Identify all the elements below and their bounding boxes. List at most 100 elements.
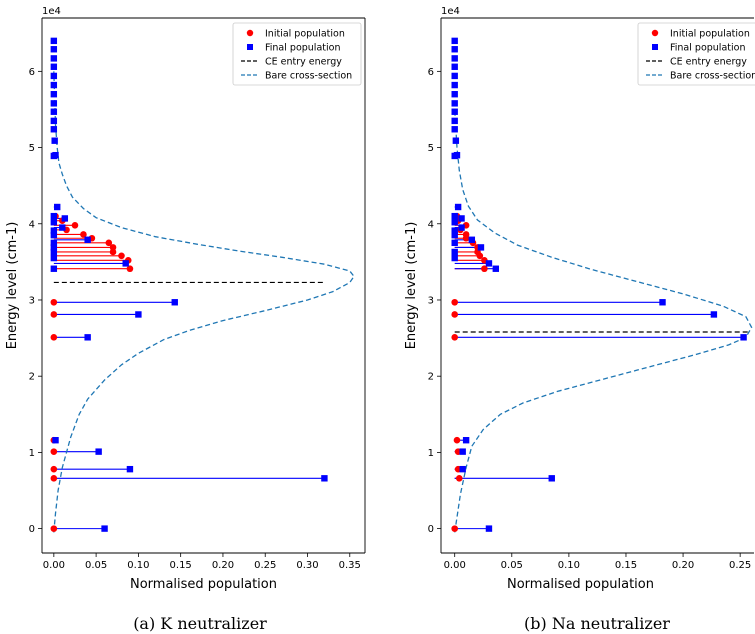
initial-point-5 (451, 334, 459, 341)
x-tick-label-3: 0.15 (615, 560, 637, 571)
x-tick-label-2: 0.10 (127, 560, 149, 571)
y-tick-label-1: 1 (29, 448, 35, 459)
y-tick-label-5: 5 (428, 143, 434, 154)
final-point-28 (50, 100, 58, 107)
legend-label-3: Bare cross-section (265, 71, 352, 82)
initial-point-8 (481, 265, 488, 273)
final-point-31 (451, 72, 458, 80)
y-axis-label: Energy level (cm-1) (5, 222, 20, 350)
legend-label-2: CE entry energy (670, 57, 747, 68)
initial-point-6 (50, 311, 58, 318)
final-point-2 (126, 465, 134, 473)
final-point-35 (50, 37, 58, 45)
final-point-2 (459, 465, 466, 473)
final-point-3 (95, 448, 102, 455)
final-point-24 (452, 137, 460, 144)
final-point-28 (451, 100, 458, 107)
final-point-21 (454, 203, 462, 211)
final-point-20 (50, 212, 58, 220)
initial-point-0 (50, 525, 58, 532)
x-tick-label-4: 0.20 (672, 560, 694, 571)
legend-label-1: Final population (670, 43, 745, 54)
final-point-27 (451, 108, 458, 115)
x-tick-label-1: 0.05 (85, 560, 107, 571)
x-tick-label-5: 0.25 (729, 560, 751, 571)
initial-point-13 (105, 239, 113, 247)
y-tick-label-4: 4 (29, 219, 35, 230)
initial-point-5 (50, 334, 58, 341)
final-point-33 (50, 55, 58, 62)
initial-point-10 (118, 252, 125, 260)
initial-point-1 (455, 475, 463, 482)
legend-marker-initial (246, 29, 254, 37)
final-point-35 (451, 37, 458, 45)
x-axis-label: Normalised population (507, 577, 654, 592)
y-axis-label: Energy level (cm-1) (404, 222, 419, 350)
y-offset-label: 1e4 (42, 6, 61, 17)
final-point-17 (59, 224, 66, 231)
final-point-19 (61, 215, 69, 222)
bare-cross-section-line (454, 109, 753, 533)
y-tick-label-3: 3 (29, 295, 35, 306)
initial-point-0 (451, 525, 459, 532)
initial-point-6 (451, 311, 459, 318)
final-point-9 (485, 260, 493, 267)
final-point-4 (462, 437, 470, 444)
final-point-0 (101, 525, 108, 532)
final-point-30 (451, 81, 458, 89)
y-tick-label-0: 0 (29, 524, 35, 535)
final-point-18 (451, 219, 458, 226)
final-point-6 (135, 311, 142, 318)
initial-point-7 (451, 298, 459, 306)
x-tick-label-0: 0.00 (43, 560, 65, 571)
final-point-23 (453, 151, 461, 159)
final-point-8 (50, 265, 58, 272)
legend-label-0: Initial population (265, 29, 345, 40)
plot-area (451, 37, 753, 533)
final-point-7 (171, 299, 178, 306)
final-point-12 (50, 244, 58, 251)
initial-point-8 (126, 265, 134, 273)
final-point-10 (451, 254, 458, 262)
x-tick-label-7: 0.35 (339, 560, 361, 571)
final-point-7 (659, 299, 666, 306)
final-point-26 (50, 117, 58, 125)
y-tick-label-3: 3 (428, 295, 434, 306)
final-point-1 (321, 475, 328, 482)
final-point-31 (50, 72, 58, 80)
initial-point-1 (50, 475, 58, 482)
panel-caption: (b) Na neutralizer (524, 614, 670, 633)
final-point-15 (451, 232, 458, 239)
x-axis-label: Normalised population (130, 577, 277, 592)
y-tick-label-1: 1 (428, 448, 434, 459)
final-point-9 (122, 260, 129, 267)
panel-caption: (a) K neutralizer (133, 614, 267, 633)
initial-point-17 (71, 221, 79, 229)
final-point-3 (459, 448, 466, 455)
final-point-23 (52, 151, 59, 159)
legend-label-1: Final population (265, 43, 340, 54)
initial-point-11 (109, 248, 117, 256)
final-point-11 (451, 248, 458, 256)
final-point-33 (451, 55, 458, 62)
initial-point-2 (50, 465, 58, 473)
y-tick-label-6: 6 (29, 67, 35, 78)
legend-label-0: Initial population (670, 29, 750, 40)
final-point-32 (50, 63, 58, 70)
bare-cross-section-line (53, 71, 355, 533)
final-point-29 (451, 91, 458, 98)
final-point-32 (451, 63, 458, 70)
initial-point-3 (50, 448, 58, 455)
y-tick-label-2: 2 (428, 372, 434, 383)
legend-label-2: CE entry energy (265, 57, 342, 68)
final-point-6 (710, 311, 718, 318)
final-point-30 (50, 81, 58, 89)
final-point-18 (50, 219, 58, 226)
legend-box (637, 22, 755, 86)
final-point-4 (52, 437, 59, 444)
y-tick-label-4: 4 (428, 219, 434, 230)
y-offset-label: 1e4 (441, 6, 460, 17)
final-point-0 (485, 525, 493, 532)
legend-marker-initial (651, 29, 659, 37)
final-point-26 (451, 117, 458, 125)
